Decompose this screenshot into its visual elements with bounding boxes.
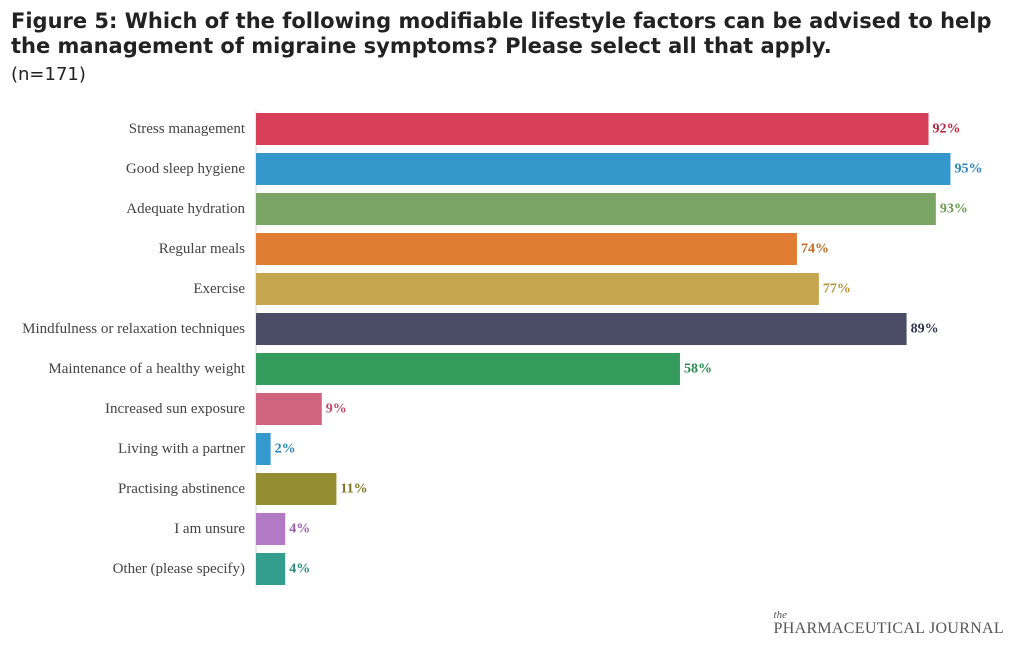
category-label-regular-meals: Regular meals (159, 241, 245, 257)
bar-regular-meals (256, 233, 797, 265)
bar-living-with-a-partner (256, 433, 271, 465)
category-label-living-with-a-partner: Living with a partner (118, 441, 245, 457)
chart-title: Figure 5: Which of the following modifia… (11, 9, 992, 58)
value-label-living-with-a-partner: 2% (275, 442, 296, 457)
category-label-maintenance-of-a-healthy-weight: Maintenance of a healthy weight (48, 361, 245, 377)
category-label-exercise: Exercise (193, 281, 245, 297)
category-label-mindfulness-or-relaxation-techniques: Mindfulness or relaxation techniques (22, 321, 245, 337)
category-label-adequate-hydration: Adequate hydration (126, 201, 245, 217)
bar-stress-management (256, 113, 929, 145)
bar-mindfulness-or-relaxation-techniques (256, 313, 907, 345)
bar-other-please-specify (256, 553, 286, 585)
value-label-practising-abstinence: 11% (340, 482, 367, 497)
category-label-stress-management: Stress management (129, 121, 246, 137)
value-label-mindfulness-or-relaxation-techniques: 89% (911, 322, 939, 337)
category-label-other-please-specify: Other (please specify) (113, 561, 245, 577)
category-label-practising-abstinence: Practising abstinence (118, 481, 245, 497)
bar-i-am-unsure (256, 513, 286, 545)
value-label-good-sleep-hygiene: 95% (954, 162, 982, 177)
value-label-other-please-specify: 4% (289, 562, 310, 577)
bar-good-sleep-hygiene (256, 153, 951, 185)
category-label-i-am-unsure: I am unsure (174, 521, 245, 537)
value-label-i-am-unsure: 4% (289, 522, 310, 537)
publisher-logo: the PHARMACEUTICAL JOURNAL (774, 610, 1004, 638)
value-label-increased-sun-exposure: 9% (326, 402, 347, 417)
value-label-stress-management: 92% (933, 122, 961, 137)
category-label-increased-sun-exposure: Increased sun exposure (105, 401, 245, 417)
bar-increased-sun-exposure (256, 393, 322, 425)
bar-practising-abstinence (256, 473, 337, 505)
bar-exercise (256, 273, 819, 305)
bar-maintenance-of-a-healthy-weight (256, 353, 680, 385)
bar-adequate-hydration (256, 193, 936, 225)
logo-the: the (773, 609, 787, 621)
value-label-maintenance-of-a-healthy-weight: 58% (684, 362, 712, 377)
value-label-exercise: 77% (823, 282, 851, 297)
chart-subtitle: (n=171) (11, 64, 86, 85)
value-label-adequate-hydration: 93% (940, 202, 968, 217)
category-label-good-sleep-hygiene: Good sleep hygiene (126, 161, 245, 177)
logo-name: PHARMACEUTICAL JOURNAL (773, 620, 1004, 637)
value-label-regular-meals: 74% (801, 242, 829, 257)
bar-chart: Stress management 92% Good sleep hygiene 95… (22, 111, 982, 587)
